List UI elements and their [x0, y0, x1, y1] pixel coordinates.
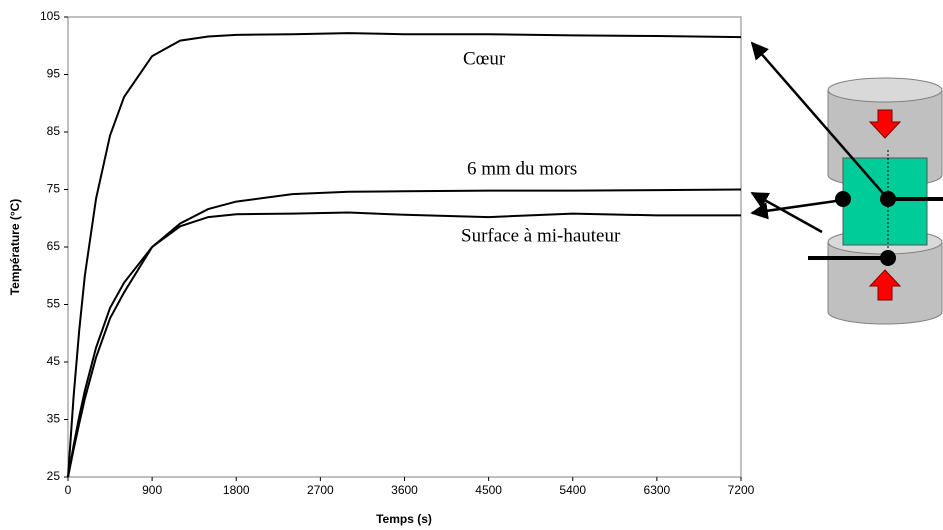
annotation: 6 mm du mors: [467, 158, 577, 179]
y-tick-label: 85: [47, 124, 61, 138]
x-tick-label: 2700: [307, 483, 334, 497]
x-tick-label: 6300: [644, 483, 671, 497]
y-tick-label: 75: [47, 182, 61, 196]
y-tick-label: 55: [47, 297, 61, 311]
y-tick-label: 25: [47, 469, 61, 483]
x-tick-label: 7200: [728, 483, 755, 497]
series-line: [67, 32, 742, 478]
x-tick-label: 3600: [391, 483, 418, 497]
x-tick-label: 0: [65, 483, 72, 497]
y-tick-label: 45: [47, 354, 61, 368]
x-tick-label: 4500: [475, 483, 502, 497]
x-tick-label: 1800: [223, 483, 250, 497]
y-tick-label: 35: [47, 412, 61, 426]
x-axis-label: Temps (s): [376, 512, 432, 526]
y-tick-label: 95: [47, 67, 61, 81]
annotation: Surface à mi-hauteur: [461, 225, 621, 246]
y-tick-label: 105: [40, 9, 60, 23]
specimen-diagram: [750, 41, 943, 325]
x-tick-label: 900: [142, 483, 162, 497]
x-tick-label: 5400: [559, 483, 586, 497]
plot-frame: [67, 16, 742, 478]
annotation: Cœur: [463, 48, 506, 69]
y-axis-label: Température (°C): [8, 199, 22, 296]
series-line: [67, 211, 741, 478]
y-tick-label: 65: [47, 239, 61, 253]
series-line: [67, 188, 742, 478]
